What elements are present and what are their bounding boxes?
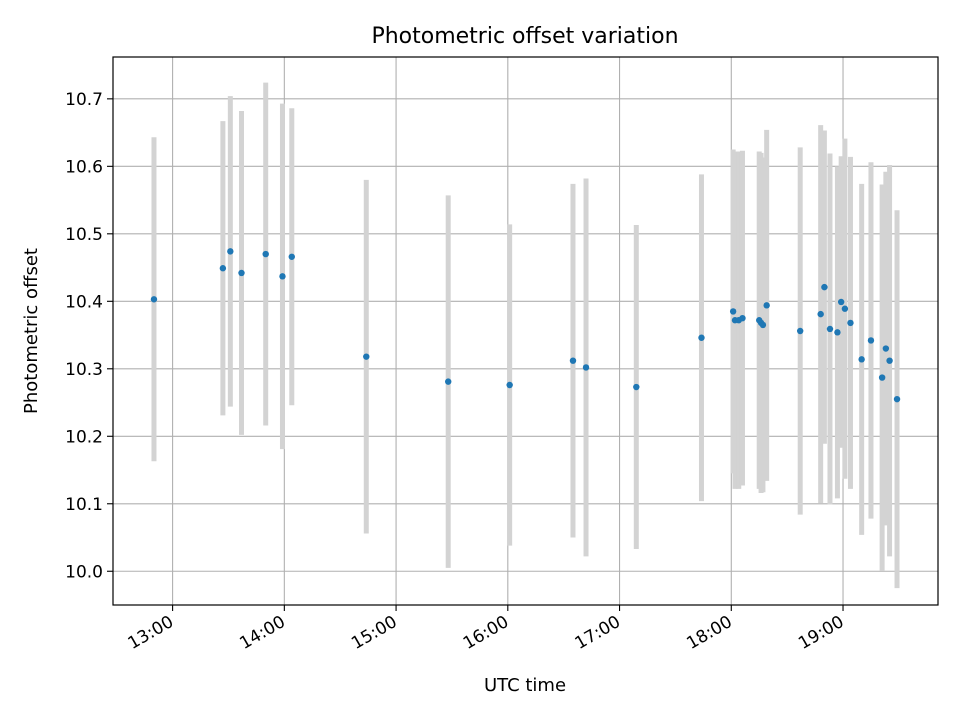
data-point <box>826 325 834 333</box>
y-tick-label: 10.0 <box>65 562 103 582</box>
data-point <box>817 310 824 318</box>
data-point <box>739 314 746 322</box>
y-tick-label: 10.5 <box>65 225 103 245</box>
plot-area <box>113 57 938 605</box>
data-point <box>759 321 767 329</box>
y-tick-label: 10.3 <box>65 360 103 380</box>
y-axis-label: Photometric offset <box>21 248 42 414</box>
data-point <box>219 265 227 272</box>
data-point <box>729 308 737 315</box>
y-axis-ticks: 10.0 10.1 10.2 10.3 10.4 10.5 10.6 10.7 <box>65 90 113 582</box>
data-point <box>569 357 577 364</box>
data-point <box>841 305 849 312</box>
data-point-layer <box>150 248 901 403</box>
data-point <box>886 357 893 364</box>
chart-title: Photometric offset variation <box>371 24 678 49</box>
data-point <box>867 337 875 344</box>
data-point <box>288 253 295 260</box>
data-point <box>698 334 705 341</box>
data-point <box>834 329 841 336</box>
data-point <box>445 378 452 385</box>
data-point <box>363 353 370 360</box>
data-point <box>227 248 234 255</box>
plot-frame <box>112 56 939 606</box>
data-point <box>847 319 854 327</box>
data-point <box>821 283 828 291</box>
x-axis-label: UTC time <box>484 675 566 696</box>
data-point <box>150 296 158 303</box>
data-point <box>893 395 901 403</box>
data-point <box>837 298 845 306</box>
data-point <box>582 364 590 371</box>
data-point <box>763 302 770 309</box>
y-tick-label: 10.6 <box>65 157 103 177</box>
y-tick-label: 10.1 <box>65 495 103 515</box>
data-point <box>262 250 269 258</box>
data-point <box>279 273 286 280</box>
y-tick-label: 10.4 <box>65 292 103 312</box>
data-point <box>633 383 640 391</box>
y-tick-label: 10.7 <box>65 90 103 110</box>
data-point <box>796 327 804 335</box>
data-point <box>858 356 865 363</box>
data-point <box>878 374 886 381</box>
data-point <box>506 381 513 389</box>
y-tick-label: 10.2 <box>65 427 103 447</box>
data-point <box>238 269 245 277</box>
data-point <box>882 345 890 352</box>
